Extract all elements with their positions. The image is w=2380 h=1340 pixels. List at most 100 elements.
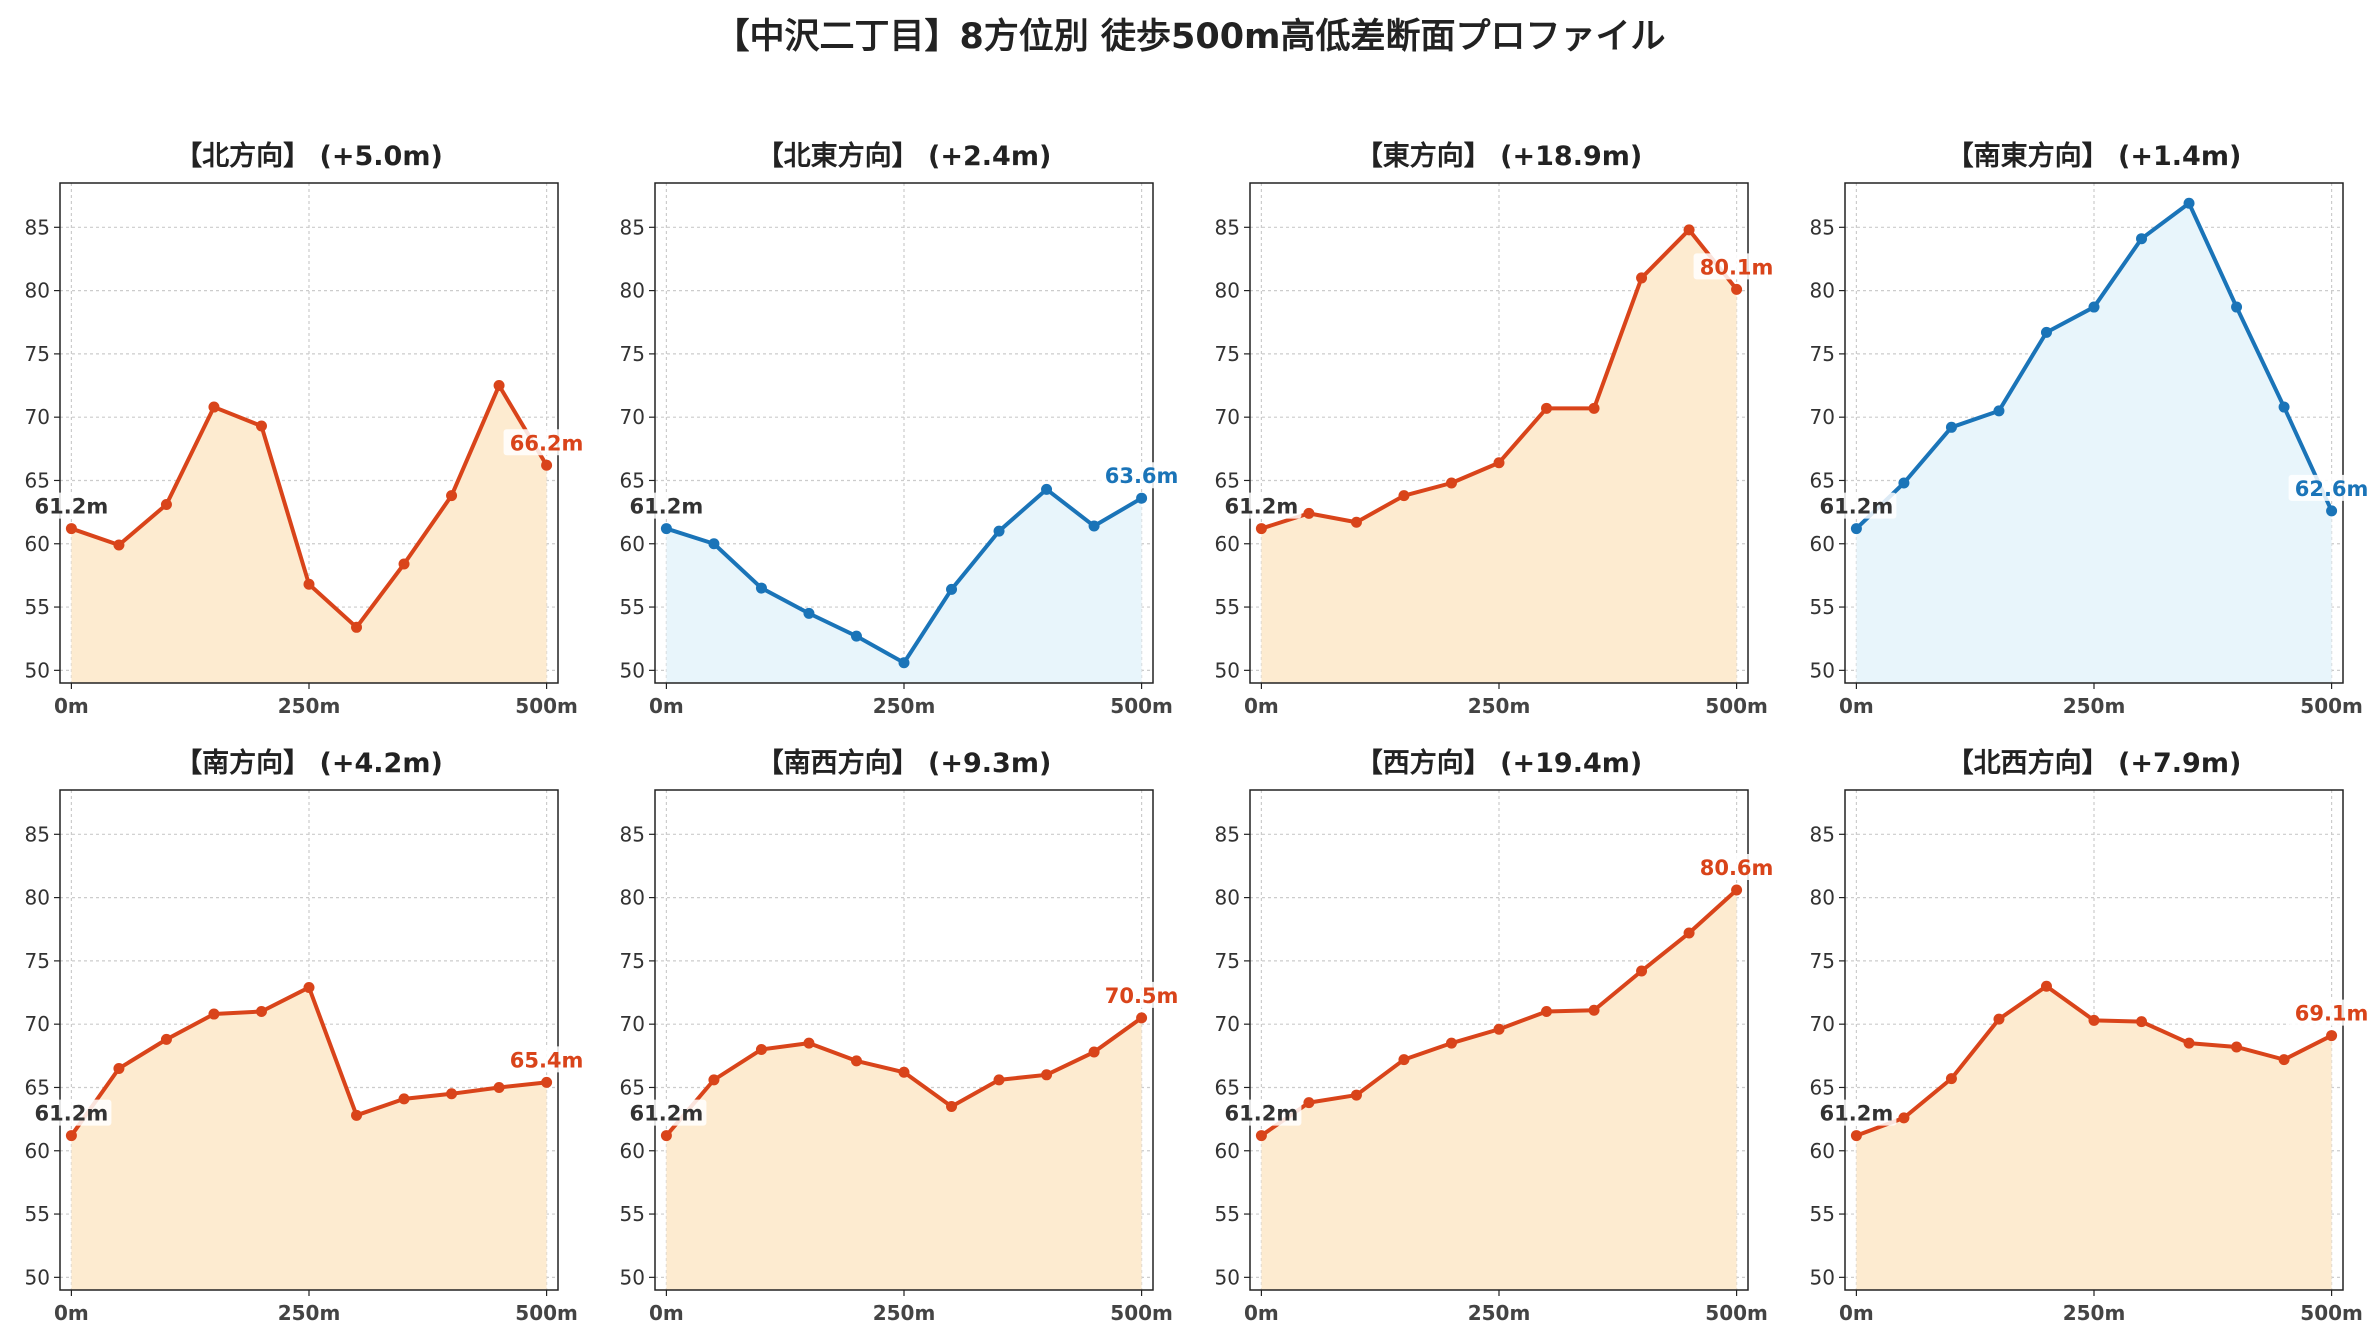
y-tick-label: 85: [1810, 822, 1835, 846]
profile-panel: 【北東方向】 (+2.4m) 50 55 60 65 70 75 80 85 0m 250m 500m…: [620, 140, 1185, 718]
data-point: [446, 490, 458, 502]
data-point: [1136, 492, 1148, 504]
x-tick-label: 250m: [2063, 1301, 2126, 1325]
start-label-box: [31, 492, 112, 519]
profile-panel: 【南東方向】 (+1.4m) 50 55 60 65 70 75 80 85 0m 250m 500m…: [1810, 140, 2375, 718]
start-elevation-label: 61.2m: [35, 1102, 109, 1126]
start-label-box: [1816, 492, 1897, 519]
data-point: [2231, 301, 2243, 313]
start-label-box: [1221, 1099, 1302, 1126]
data-point: [1303, 1097, 1315, 1109]
data-point: [2326, 505, 2338, 517]
data-point: [803, 607, 815, 619]
end-elevation-label: 80.6m: [1700, 856, 1774, 880]
start-label-box: [1816, 1099, 1897, 1126]
x-tick-label: 250m: [1468, 694, 1531, 718]
data-point: [1850, 523, 1862, 535]
start-elevation-label: 61.2m: [630, 495, 704, 519]
y-tick-label: 70: [25, 405, 50, 429]
data-point: [1398, 1054, 1410, 1066]
data-point: [1445, 477, 1457, 489]
data-point: [1445, 1037, 1457, 1049]
end-label-box: [503, 1046, 590, 1073]
data-point: [493, 380, 505, 392]
end-elevation-label: 70.5m: [1105, 984, 1179, 1008]
data-point: [1493, 1023, 1505, 1035]
data-point: [160, 499, 172, 511]
data-point: [2326, 1030, 2338, 1042]
end-label-box: [2288, 474, 2375, 501]
x-tick-label: 500m: [1705, 1301, 1768, 1325]
y-tick-label: 60: [1810, 532, 1835, 556]
data-point: [2088, 1014, 2100, 1026]
data-point: [1588, 1004, 1600, 1016]
y-tick-label: 70: [1810, 1012, 1835, 1036]
x-tick-label: 500m: [2300, 1301, 2363, 1325]
y-tick-label: 50: [620, 658, 645, 682]
data-point: [1993, 1013, 2005, 1025]
data-point: [755, 582, 767, 594]
y-tick-label: 80: [1215, 279, 1240, 303]
y-tick-label: 50: [1215, 1265, 1240, 1289]
y-tick-label: 70: [1215, 1012, 1240, 1036]
x-tick-label: 500m: [1110, 1301, 1173, 1325]
data-point: [1350, 516, 1362, 528]
y-tick-label: 85: [25, 822, 50, 846]
data-point: [208, 1008, 220, 1020]
y-tick-label: 60: [620, 1139, 645, 1163]
data-point: [2183, 1037, 2195, 1049]
data-point: [1041, 1069, 1053, 1081]
data-point: [1088, 520, 1100, 532]
data-point: [1945, 421, 1957, 433]
y-tick-label: 75: [1215, 342, 1240, 366]
y-tick-label: 50: [620, 1265, 645, 1289]
end-label-box: [1098, 981, 1185, 1008]
data-point: [660, 523, 672, 535]
data-point: [2040, 326, 2052, 338]
y-tick-label: 80: [25, 279, 50, 303]
elevation-area: [666, 1017, 1142, 1290]
data-point: [755, 1043, 767, 1055]
data-point: [1541, 1006, 1553, 1018]
start-elevation-label: 61.2m: [35, 495, 109, 519]
y-tick-label: 70: [1810, 405, 1835, 429]
panel-title: 【北方向】 (+5.0m): [175, 140, 443, 172]
y-tick-label: 55: [25, 1202, 50, 1226]
y-tick-label: 70: [1215, 405, 1240, 429]
panel-title: 【南方向】 (+4.2m): [175, 747, 443, 779]
y-tick-label: 70: [620, 405, 645, 429]
data-point: [708, 1074, 720, 1086]
data-point: [850, 1055, 862, 1067]
start-elevation-label: 61.2m: [1225, 1102, 1299, 1126]
data-point: [2278, 1054, 2290, 1066]
y-tick-label: 50: [25, 1265, 50, 1289]
end-elevation-label: 63.6m: [1105, 464, 1179, 488]
x-tick-label: 0m: [1839, 694, 1874, 718]
elevation-area: [71, 987, 547, 1290]
end-label-box: [503, 429, 590, 456]
data-point: [303, 981, 315, 993]
data-point: [1255, 1130, 1267, 1142]
y-tick-label: 55: [1810, 595, 1835, 619]
y-tick-label: 75: [620, 342, 645, 366]
y-tick-label: 75: [620, 949, 645, 973]
y-tick-label: 55: [620, 1202, 645, 1226]
data-point: [1493, 457, 1505, 469]
start-label-box: [626, 1099, 707, 1126]
data-point: [1731, 283, 1743, 295]
panel-title: 【西方向】 (+19.4m): [1356, 747, 1642, 779]
data-point: [1041, 483, 1053, 495]
y-tick-label: 60: [1215, 1139, 1240, 1163]
data-point: [1945, 1073, 1957, 1085]
data-point: [2136, 1016, 2148, 1028]
data-point: [493, 1081, 505, 1093]
end-label-box: [1098, 462, 1185, 489]
data-point: [2040, 980, 2052, 992]
data-point: [160, 1033, 172, 1045]
data-point: [2136, 233, 2148, 245]
elevation-area: [1856, 203, 2332, 683]
y-tick-label: 65: [620, 1075, 645, 1099]
y-tick-label: 75: [1810, 342, 1835, 366]
data-point: [541, 459, 553, 471]
